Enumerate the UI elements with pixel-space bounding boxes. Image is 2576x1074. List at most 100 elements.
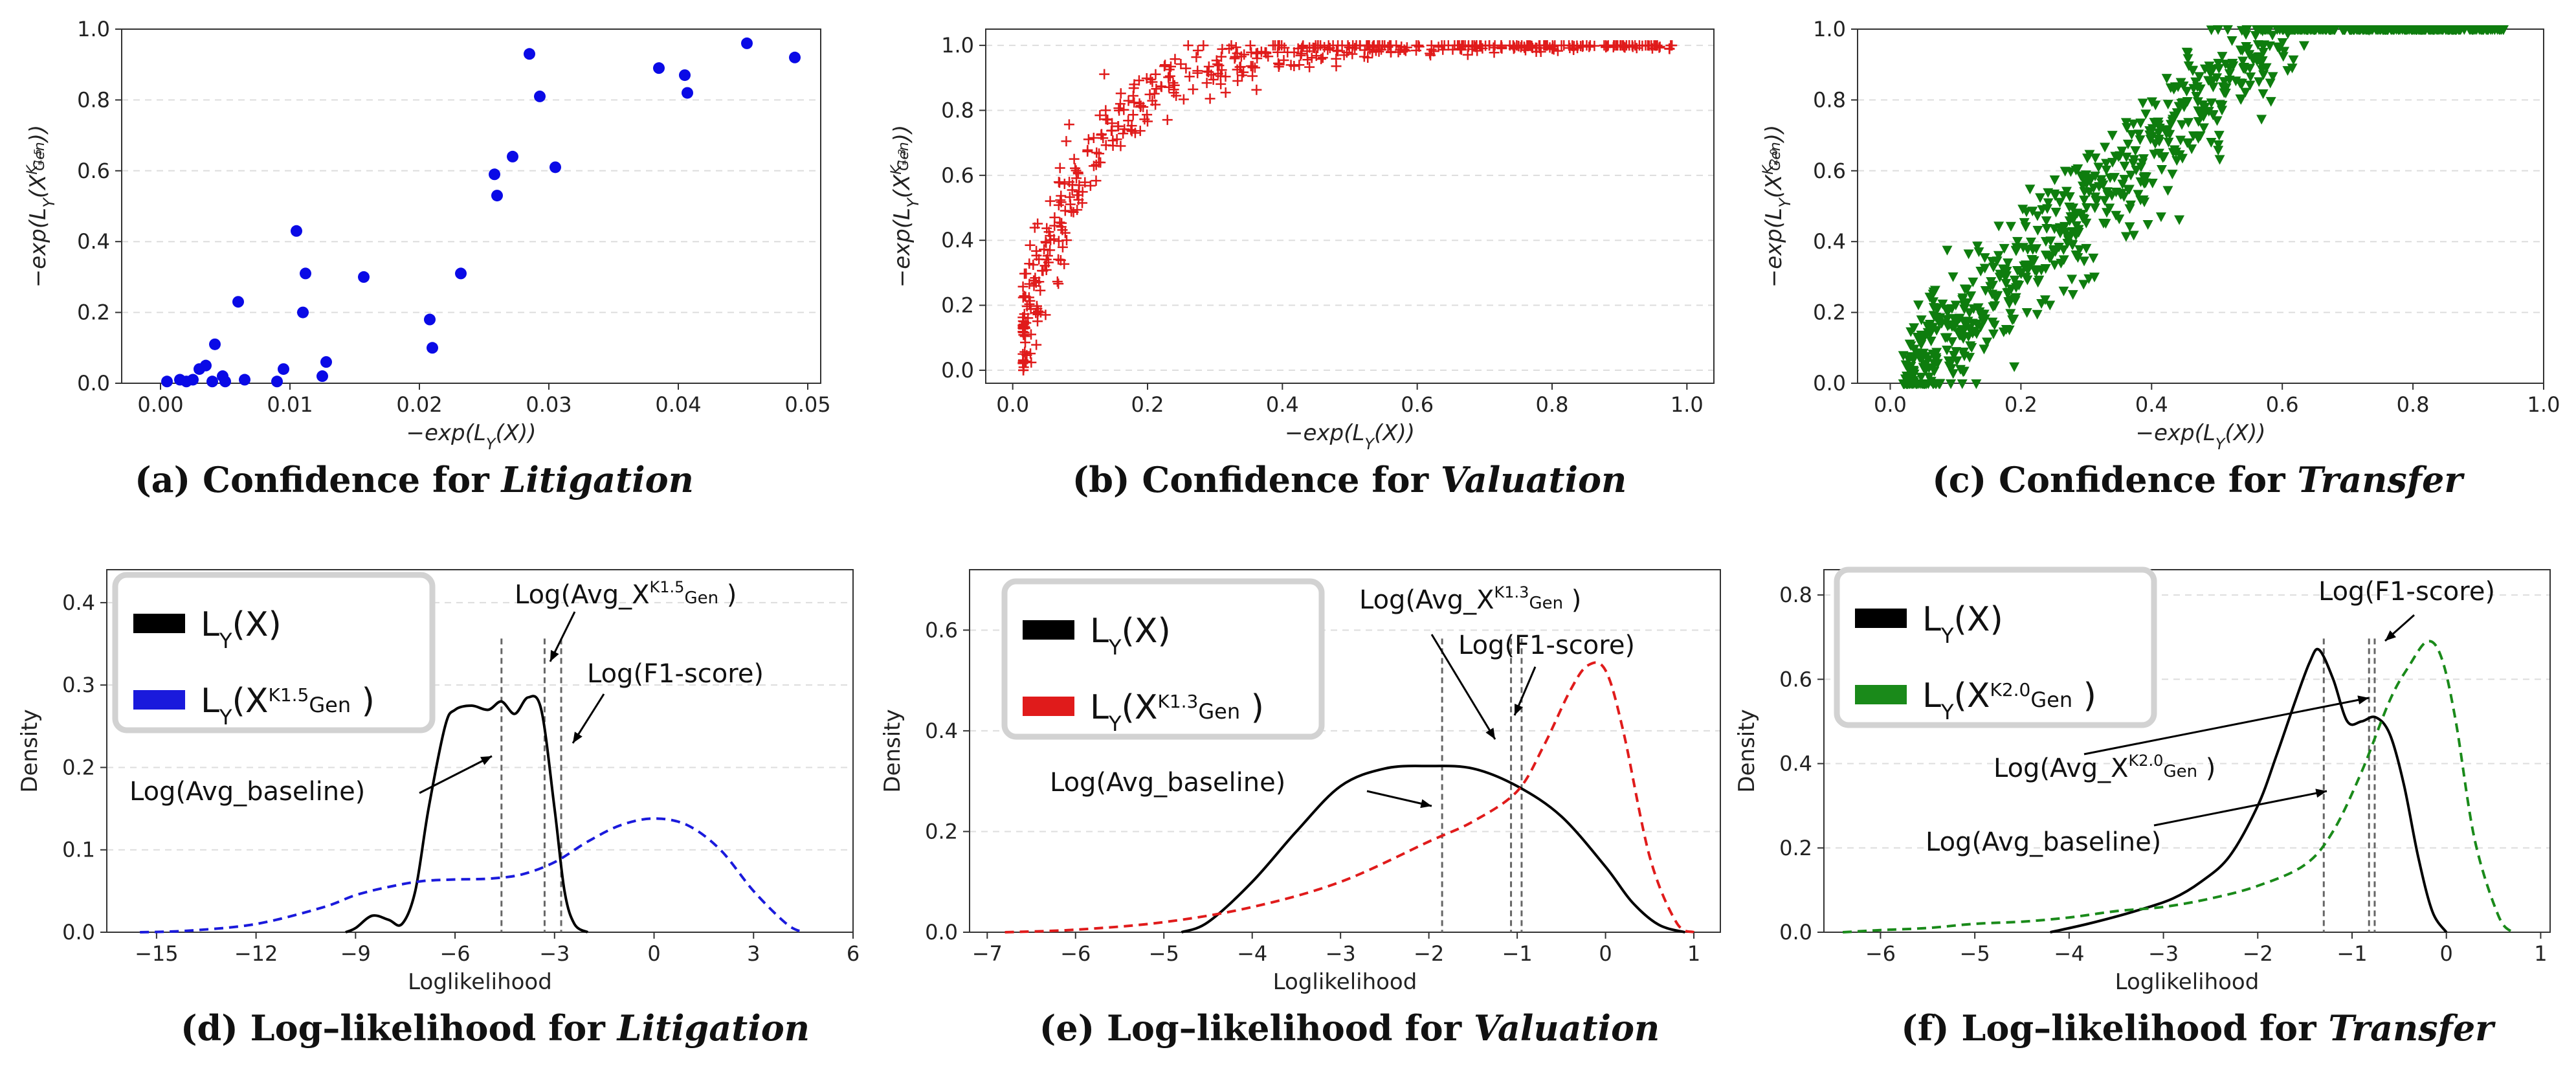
- scatter-point: [2206, 98, 2217, 109]
- scatter-point: [2090, 153, 2101, 164]
- scatter-point: [2068, 215, 2079, 225]
- scatter-point: [1991, 294, 2002, 304]
- scatter-point: [1054, 162, 1065, 173]
- scatter-point: [2107, 131, 2118, 141]
- scatter-point: [2025, 185, 2036, 195]
- density-line-generated: [140, 817, 804, 934]
- scatter-point: [2146, 97, 2157, 107]
- scatter-point: [297, 306, 309, 319]
- scatter-point: [679, 69, 691, 82]
- scatter-point: [1198, 40, 1209, 51]
- axes-frame: [106, 569, 854, 933]
- scatter-point: [1966, 342, 1977, 353]
- scatter-point: [1181, 63, 1192, 74]
- scatter-point: [2135, 118, 2146, 129]
- scatter-point: [1516, 40, 1527, 51]
- scatter-point: [2138, 173, 2149, 184]
- y-tick-label: 0.1: [62, 838, 95, 862]
- scatter-point: [1128, 83, 1139, 94]
- scatter-point: [2088, 253, 2099, 263]
- scatter-point: [2120, 232, 2131, 242]
- scatter-point: [1069, 153, 1080, 164]
- scatter-point: [2149, 118, 2160, 128]
- arrow-shaft: [2153, 790, 2327, 827]
- y-tick-label: 0.4: [77, 229, 110, 254]
- x-tick-label: 0.01: [267, 392, 313, 417]
- annotations-d: Log(Avg_XK1.5Gen ) Log(F1-score) Log(Avg_b…: [129, 578, 764, 807]
- scatter-point: [2119, 161, 2130, 172]
- scatter-point: [1215, 71, 1226, 82]
- scatter-point: [206, 375, 218, 388]
- scatter-point: [1933, 379, 1944, 389]
- scatter-point: [1979, 253, 1990, 263]
- x-tick-label: 0.8: [1536, 392, 1569, 417]
- scatter-point: [2256, 115, 2267, 125]
- scatter-point: [1970, 326, 1981, 337]
- scatter-point: [2032, 309, 2043, 320]
- annotation-arrow: [419, 755, 493, 794]
- scatter-point: [1349, 43, 1360, 54]
- scatter-point: [1367, 47, 1378, 58]
- scatter-point: [2140, 109, 2151, 120]
- scatter-point: [682, 87, 693, 99]
- scatter-point: [2023, 265, 2034, 276]
- x-tick-label: −2: [2243, 941, 2273, 966]
- scatter-point: [1994, 273, 2005, 283]
- scatter-point: [1049, 212, 1060, 223]
- scatter-point: [2041, 216, 2052, 227]
- legend-box: [1001, 578, 1325, 740]
- scatter-point: [2213, 25, 2224, 35]
- scatter-point: [1230, 41, 1241, 52]
- arrow-head: [573, 732, 583, 743]
- scatter-point: [1017, 322, 1028, 333]
- scatter-point: [1113, 120, 1124, 131]
- annotation-label: Log(Avg_baseline): [129, 777, 365, 807]
- x-axis-label: −exp(LY(X)): [2135, 420, 2265, 453]
- scatter-point: [1948, 369, 1959, 379]
- arrow-head: [1515, 704, 1523, 715]
- scatter-point: [2083, 274, 2094, 284]
- scatter-point: [316, 370, 328, 383]
- scatter-point: [1296, 48, 1307, 59]
- scatter-point: [2119, 175, 2130, 185]
- scatter-point: [2428, 25, 2439, 35]
- scatter-point: [1045, 196, 1056, 207]
- scatter-point: [1059, 178, 1070, 189]
- scatter-point: [1979, 315, 1990, 325]
- scatter-point: [2074, 245, 2085, 255]
- scatter-point: [1993, 251, 2004, 261]
- arrow-shaft: [1430, 634, 1496, 740]
- scatter-point: [1920, 366, 1931, 376]
- scatter-point: [2089, 203, 2100, 214]
- scatter-point: [2133, 190, 2144, 200]
- scatter-point: [2182, 54, 2193, 64]
- x-tick-label: 3: [747, 941, 760, 966]
- scatter-point: [2043, 198, 2054, 208]
- scatter-point: [1979, 344, 1990, 355]
- x-tick-label: −1: [1502, 941, 1533, 966]
- scatter-point: [2295, 25, 2306, 35]
- scatter-point: [2101, 159, 2112, 169]
- scatter-point: [1060, 227, 1071, 238]
- scatter-point: [1100, 140, 1111, 151]
- scatter-point: [2195, 84, 2206, 95]
- scatter-point: [1400, 45, 1411, 56]
- axes-frame: [1823, 569, 2551, 933]
- scatter-point: [1061, 235, 1072, 246]
- scatter-point: [1232, 75, 1243, 86]
- annotation-label: Log(Avg_XK2.0Gen ): [1993, 752, 2215, 783]
- scatter-point: [1959, 347, 1970, 357]
- scatter-point: [1309, 43, 1320, 54]
- scatter-point: [1951, 347, 1962, 357]
- scatter-point: [2128, 230, 2139, 241]
- scatter-point: [1972, 241, 1983, 252]
- scatter-point: [1091, 175, 1102, 186]
- scatter-point: [1548, 44, 1559, 55]
- scatter-point: [2224, 63, 2235, 73]
- x-tick-label: 0.0: [996, 392, 1029, 417]
- scatter-point: [2137, 98, 2148, 109]
- scatter-point: [1964, 324, 1975, 334]
- scatter-point: [1273, 62, 1284, 73]
- scatter-point: [1992, 256, 2003, 267]
- legend-swatch: [1023, 697, 1074, 716]
